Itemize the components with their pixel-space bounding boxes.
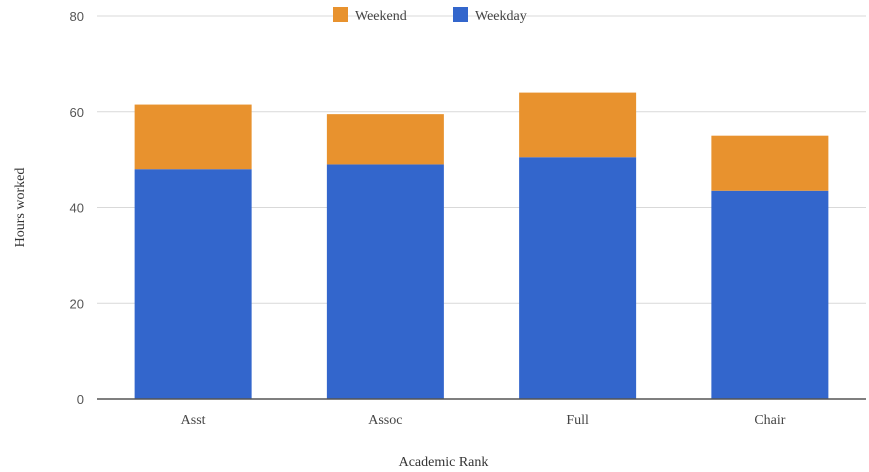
legend: Weekend Weekday xyxy=(333,7,527,24)
y-tick-label: 20 xyxy=(70,296,84,311)
bar-weekday-asst xyxy=(134,169,252,399)
y-tick-label: 40 xyxy=(70,201,84,216)
x-tick-label-full: Full xyxy=(566,413,589,428)
bar-weekday-chair xyxy=(711,190,829,399)
bar-weekday-full xyxy=(519,157,637,399)
x-tick-label-chair: Chair xyxy=(754,413,785,428)
legend-swatch-weekday xyxy=(453,7,468,22)
bars xyxy=(134,92,829,399)
x-axis-title: Academic Rank xyxy=(399,455,489,470)
bar-weekend-asst xyxy=(134,104,252,170)
x-tick-label-asst: Asst xyxy=(181,413,206,428)
legend-label-weekday: Weekday xyxy=(475,9,527,24)
y-tick-label: 60 xyxy=(70,105,84,120)
y-tick-labels: 0 20 40 60 80 xyxy=(70,9,84,407)
bar-weekend-chair xyxy=(711,135,829,191)
bar-weekend-assoc xyxy=(326,114,444,165)
bar-weekday-assoc xyxy=(326,164,444,399)
y-axis-title: Hours worked xyxy=(13,168,28,248)
x-tick-label-assoc: Assoc xyxy=(368,413,402,428)
x-tick-labels: Asst Assoc Full Chair xyxy=(181,413,786,428)
y-tick-label: 80 xyxy=(70,9,84,24)
y-tick-label: 0 xyxy=(77,392,84,407)
bar-weekend-full xyxy=(519,92,637,158)
legend-swatch-weekend xyxy=(333,7,348,22)
legend-label-weekend: Weekend xyxy=(355,9,407,24)
